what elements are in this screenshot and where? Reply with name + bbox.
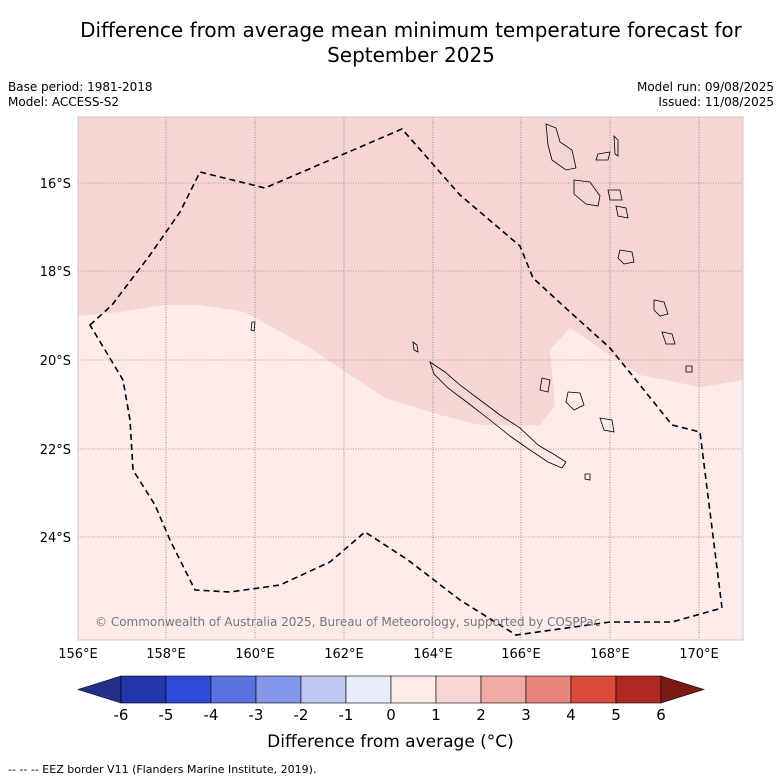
colorbar-swatch bbox=[165, 675, 212, 704]
colorbar-swatch bbox=[615, 675, 662, 704]
colorbar-tick-label: 0 bbox=[386, 706, 396, 724]
lon-label: 170°E bbox=[679, 647, 719, 662]
colorbar-swatch bbox=[345, 675, 392, 704]
colorbar-swatch bbox=[525, 675, 572, 704]
colorbar-tick-label: -3 bbox=[249, 706, 264, 724]
meta-left: Base period: 1981-2018 Model: ACCESS-S2 bbox=[8, 80, 153, 110]
lat-label: 16°S bbox=[40, 177, 71, 192]
colorbar-extend-high bbox=[660, 675, 706, 704]
colorbar-tick-label: -4 bbox=[204, 706, 219, 724]
colorbar-swatch bbox=[120, 675, 167, 704]
colorbar-swatch bbox=[210, 675, 257, 704]
colorbar-swatch bbox=[480, 675, 527, 704]
map-frame bbox=[77, 116, 744, 641]
colorbar-tick-label: 6 bbox=[656, 706, 666, 724]
gridlines bbox=[78, 117, 743, 640]
new-caledonia-island bbox=[429, 361, 567, 469]
lat-label: 22°S bbox=[40, 443, 71, 458]
belep-islands bbox=[412, 341, 419, 353]
eez-border bbox=[88, 128, 723, 636]
vanuatu-islands bbox=[573, 134, 693, 373]
colorbar-tick-label: -1 bbox=[339, 706, 354, 724]
coastlines bbox=[250, 123, 693, 481]
colorbar-tick-label: 1 bbox=[431, 706, 441, 724]
colorbar-swatch bbox=[570, 675, 617, 704]
colorbar-tick-label: 4 bbox=[566, 706, 576, 724]
lon-label: 166°E bbox=[501, 647, 541, 662]
lat-labels: 16°S 18°S 20°S 22°S 24°S bbox=[40, 177, 71, 546]
colorbar-swatch bbox=[390, 675, 437, 704]
colorbar-extend-low bbox=[76, 675, 122, 704]
colorbar-swatch bbox=[300, 675, 347, 704]
lon-label: 156°E bbox=[58, 647, 98, 662]
colorbar-label: Difference from average (°C) bbox=[267, 732, 514, 752]
legend-footer: -- -- -- EEZ border V11 (Flanders Marine… bbox=[8, 763, 317, 776]
loyalty-islands bbox=[539, 377, 615, 433]
colorbar-tick-label: -6 bbox=[114, 706, 129, 724]
model-name: Model: ACCESS-S2 bbox=[8, 95, 120, 109]
lon-label: 160°E bbox=[235, 647, 275, 662]
lon-label: 158°E bbox=[146, 647, 186, 662]
colorbar-tick-label: -5 bbox=[159, 706, 174, 724]
colorbar-swatch bbox=[255, 675, 302, 704]
lon-label: 162°E bbox=[324, 647, 364, 662]
base-period: Base period: 1981-2018 bbox=[8, 80, 153, 94]
colorbar bbox=[76, 675, 706, 704]
colorbar-tick-label: 3 bbox=[521, 706, 531, 724]
copyright-text: © Commonwealth of Australia 2025, Bureau… bbox=[95, 615, 600, 629]
lat-label: 18°S bbox=[40, 265, 71, 280]
map-title: Difference from average mean minimum tem… bbox=[80, 18, 742, 67]
colorbar-tick-label: 2 bbox=[476, 706, 486, 724]
lon-label: 168°E bbox=[590, 647, 630, 662]
meta-right: Model run: 09/08/2025 Issued: 11/08/2025 bbox=[637, 80, 774, 110]
model-run: Model run: 09/08/2025 bbox=[636, 80, 774, 94]
vanuatu-espiritu-santo bbox=[545, 123, 577, 171]
isle-of-pines bbox=[584, 473, 591, 481]
colorbar-ticks: -6 -5 -4 -3 -2 -1 0 1 2 3 4 5 6 bbox=[114, 706, 666, 724]
lon-label: 164°E bbox=[413, 647, 453, 662]
colorbar-tick-label: -2 bbox=[294, 706, 309, 724]
colorbar-tick-label: 5 bbox=[611, 706, 621, 724]
lat-label: 20°S bbox=[40, 354, 71, 369]
lat-label: 24°S bbox=[40, 531, 71, 546]
colorbar-swatch bbox=[435, 675, 482, 704]
lon-labels: 156°E 158°E 160°E 162°E 164°E 166°E 168°… bbox=[58, 647, 719, 662]
issued-date: Issued: 11/08/2025 bbox=[658, 95, 774, 109]
chesterfield-islands bbox=[250, 321, 256, 332]
